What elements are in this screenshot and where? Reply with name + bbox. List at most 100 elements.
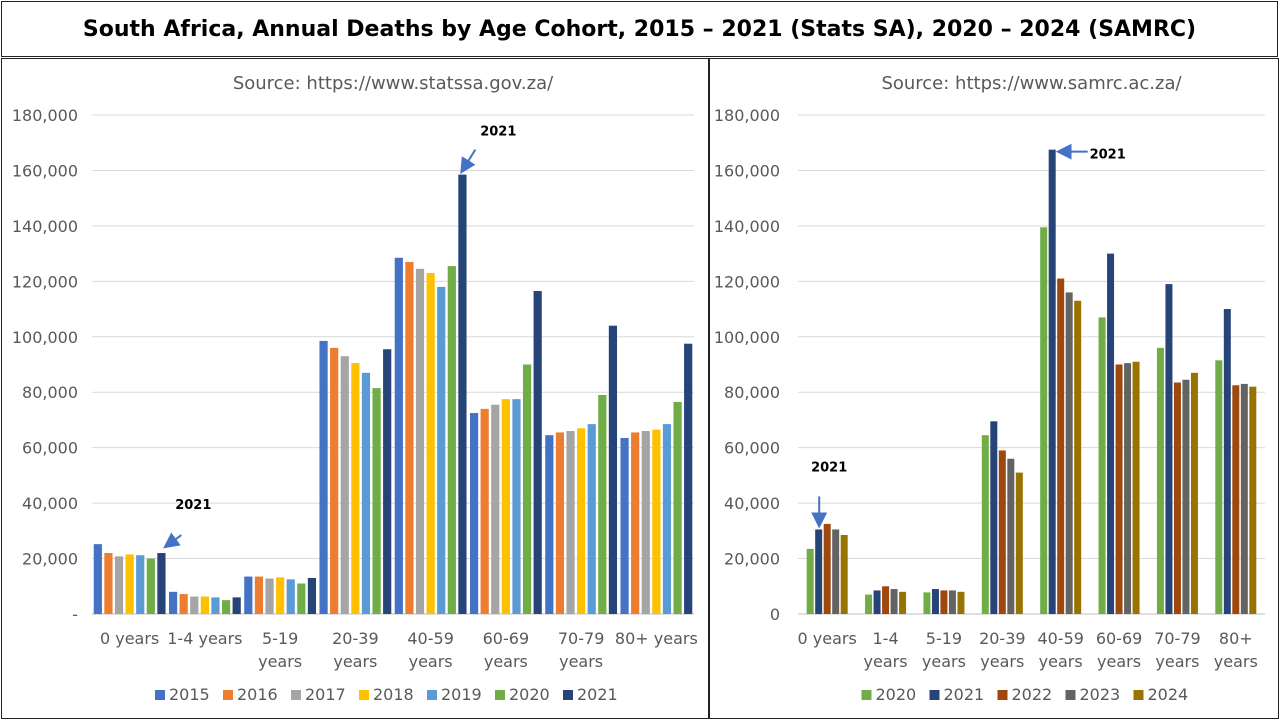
statssa-bar-2021-1 bbox=[232, 597, 241, 614]
samrc-y-tick-label: 20,000 bbox=[724, 550, 780, 569]
statssa-x-tick-label: 80+ years bbox=[615, 629, 698, 648]
statssa-x-tick-label: years bbox=[559, 652, 603, 671]
samrc-subtitle: Source: https://www.samrc.ac.za/ bbox=[881, 73, 1182, 94]
statssa-bar-2020-5 bbox=[522, 364, 532, 614]
statssa-bar-2017-3 bbox=[340, 356, 349, 614]
statssa-bar-2015-5 bbox=[469, 413, 479, 614]
statssa-bar-2020-4 bbox=[447, 266, 456, 614]
statssa-bar-2015-3 bbox=[319, 340, 328, 614]
statssa-bar-2020-7 bbox=[673, 401, 682, 614]
statssa-y-tick-label: 120,000 bbox=[12, 272, 78, 291]
statssa-x-tick-label: years bbox=[258, 652, 302, 671]
statssa-y-tick-label: 180,000 bbox=[12, 106, 78, 125]
statssa-annotation-arrow bbox=[163, 532, 182, 549]
samrc-bar-2023-1 bbox=[890, 589, 898, 614]
statssa-legend-swatch-2015 bbox=[155, 690, 165, 700]
statssa-y-tick-label: - bbox=[72, 605, 78, 624]
statssa-bar-2018-5 bbox=[501, 399, 510, 614]
samrc-x-tick-label: years bbox=[1039, 652, 1083, 671]
statssa-bar-2021-5 bbox=[533, 291, 542, 614]
statssa-bar-2019-7 bbox=[662, 424, 672, 614]
statssa-x-tick-label: years bbox=[484, 652, 528, 671]
samrc-x-tick-label: years bbox=[1214, 652, 1258, 671]
statssa-bar-2021-4 bbox=[458, 174, 467, 614]
statssa-legend-label-2019: 2019 bbox=[441, 685, 482, 704]
samrc-bar-2020-2 bbox=[923, 592, 931, 614]
statssa-bar-2019-1 bbox=[211, 597, 220, 614]
samrc-bar-2022-3 bbox=[998, 450, 1006, 614]
statssa-legend-swatch-2017 bbox=[291, 690, 301, 700]
statssa-y-tick-label: 20,000 bbox=[22, 550, 78, 569]
statssa-bar-2016-1 bbox=[179, 594, 188, 614]
statssa-y-tick-label: 80,000 bbox=[22, 383, 78, 402]
samrc-bar-2022-2 bbox=[940, 590, 948, 614]
samrc-x-tick-label: years bbox=[1155, 652, 1199, 671]
samrc-bar-2022-4 bbox=[1057, 278, 1065, 614]
samrc-bar-2020-6 bbox=[1156, 347, 1164, 614]
statssa-bar-2018-7 bbox=[652, 429, 661, 614]
samrc-y-tick-label: 0 bbox=[770, 605, 780, 624]
statssa-bar-2019-0 bbox=[136, 555, 145, 614]
samrc-chart: Source: https://www.samrc.ac.za/0 20,000 4… bbox=[714, 73, 1265, 704]
statssa-bar-2021-2 bbox=[307, 577, 317, 614]
samrc-bar-2023-7 bbox=[1240, 383, 1248, 614]
statssa-bar-2018-1 bbox=[200, 596, 209, 614]
samrc-x-tick-label: 40-59 bbox=[1037, 629, 1084, 648]
statssa-y-tick-label: 60,000 bbox=[22, 439, 78, 458]
samrc-bar-2020-4 bbox=[1040, 227, 1048, 614]
samrc-bar-2023-2 bbox=[948, 590, 956, 614]
statssa-annotation-label: 2021 bbox=[480, 125, 516, 140]
samrc-bar-2024-5 bbox=[1132, 361, 1140, 614]
samrc-y-tick-label: 80,000 bbox=[724, 383, 780, 402]
samrc-bar-2024-0 bbox=[840, 534, 848, 614]
samrc-legend-swatch-2021 bbox=[929, 690, 940, 700]
statssa-x-tick-label: 70-79 bbox=[558, 629, 605, 648]
samrc-bar-2022-1 bbox=[882, 586, 890, 614]
samrc-bar-2022-5 bbox=[1115, 364, 1123, 614]
samrc-bar-2021-4 bbox=[1048, 149, 1056, 614]
statssa-legend-swatch-2016 bbox=[223, 690, 233, 700]
statssa-bar-2016-7 bbox=[631, 432, 640, 614]
statssa-bar-2016-6 bbox=[555, 432, 565, 614]
samrc-x-tick-label: 20-39 bbox=[979, 629, 1026, 648]
statssa-bar-2018-3 bbox=[351, 363, 360, 614]
statssa-x-tick-label: 0 years bbox=[100, 629, 159, 648]
samrc-bar-2024-3 bbox=[1015, 472, 1023, 614]
statssa-bar-2018-2 bbox=[276, 577, 285, 614]
statssa-x-tick-label: 60-69 bbox=[483, 629, 530, 648]
samrc-bar-2021-3 bbox=[990, 421, 998, 614]
samrc-bar-2021-2 bbox=[931, 589, 939, 614]
statssa-y-tick-label: 100,000 bbox=[12, 328, 78, 347]
samrc-bar-2021-5 bbox=[1107, 253, 1115, 614]
statssa-bar-2015-4 bbox=[394, 257, 403, 614]
statssa-bar-2017-0 bbox=[114, 556, 124, 614]
statssa-legend-label-2015: 2015 bbox=[169, 685, 210, 704]
samrc-legend-swatch-2020 bbox=[861, 690, 872, 700]
statssa-annotation-label: 2021 bbox=[175, 498, 211, 513]
statssa-bar-2015-1 bbox=[168, 591, 178, 614]
samrc-x-tick-label: years bbox=[980, 652, 1024, 671]
samrc-legend-label-2020: 2020 bbox=[876, 685, 917, 704]
samrc-y-tick-label: 180,000 bbox=[714, 106, 780, 125]
statssa-bar-2016-4 bbox=[405, 261, 414, 614]
samrc-y-tick-label: 100,000 bbox=[714, 328, 780, 347]
statssa-bar-2018-4 bbox=[426, 273, 435, 614]
samrc-bar-2021-0 bbox=[815, 529, 823, 614]
statssa-bar-2016-2 bbox=[254, 576, 264, 614]
samrc-legend-swatch-2022 bbox=[997, 690, 1008, 700]
statssa-bar-2016-0 bbox=[104, 553, 113, 614]
statssa-bar-2015-0 bbox=[93, 544, 102, 614]
samrc-bar-2020-1 bbox=[865, 594, 873, 614]
samrc-bar-2024-7 bbox=[1249, 386, 1257, 614]
statssa-bar-2021-6 bbox=[608, 325, 618, 614]
samrc-x-tick-label: 5-19 bbox=[926, 629, 962, 648]
figure-title: South Africa, Annual Deaths by Age Cohor… bbox=[82, 16, 1197, 42]
statssa-bar-2020-2 bbox=[297, 583, 306, 614]
statssa-legend-swatch-2020 bbox=[495, 690, 505, 700]
statssa-chart-panel: Source: https://www.statssa.gov.za/ - 20,0… bbox=[1, 58, 709, 719]
statssa-subtitle: Source: https://www.statssa.gov.za/ bbox=[233, 73, 554, 94]
samrc-legend-label-2022: 2022 bbox=[1012, 685, 1053, 704]
statssa-bar-2019-4 bbox=[437, 286, 446, 614]
statssa-legend-swatch-2018 bbox=[359, 690, 369, 700]
